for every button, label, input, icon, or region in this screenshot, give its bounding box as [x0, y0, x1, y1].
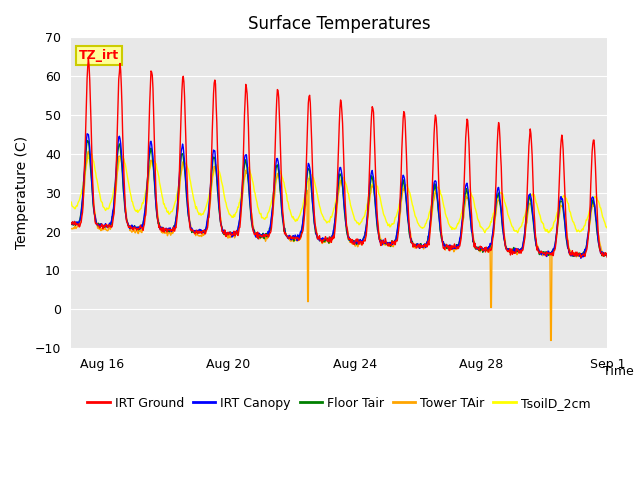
X-axis label: Time: Time [603, 365, 634, 378]
Text: TZ_irt: TZ_irt [79, 49, 119, 62]
Legend: IRT Ground, IRT Canopy, Floor Tair, Tower TAir, TsoilD_2cm: IRT Ground, IRT Canopy, Floor Tair, Towe… [83, 392, 595, 415]
Title: Surface Temperatures: Surface Temperatures [248, 15, 430, 33]
Y-axis label: Temperature (C): Temperature (C) [15, 136, 29, 249]
